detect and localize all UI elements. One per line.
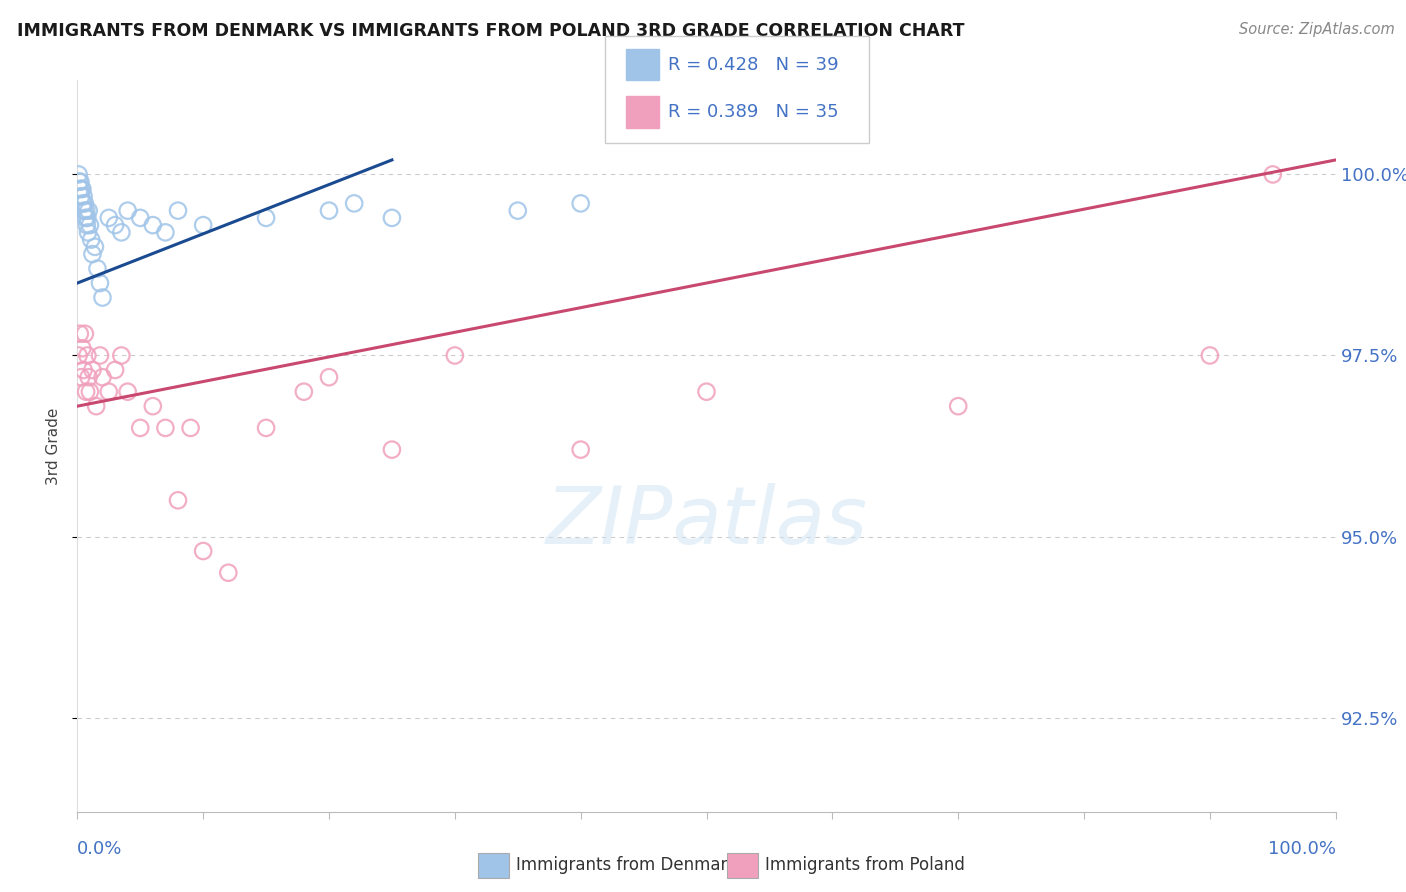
Point	[110, 225, 132, 239]
Point	[73, 326, 96, 341]
Point	[948, 399, 970, 413]
Point	[110, 349, 132, 363]
Text: Immigrants from Poland: Immigrants from Poland	[765, 856, 965, 874]
Point	[318, 203, 340, 218]
Point	[70, 189, 93, 203]
Point	[70, 182, 93, 196]
Point	[75, 211, 97, 225]
Point	[77, 370, 100, 384]
Y-axis label: 3rd Grade: 3rd Grade	[45, 408, 60, 484]
Point	[142, 218, 165, 232]
Point	[84, 399, 107, 413]
Point	[318, 370, 340, 384]
Text: R = 0.389   N = 35: R = 0.389 N = 35	[668, 103, 838, 121]
Point	[76, 349, 98, 363]
Point	[569, 442, 592, 457]
Point	[696, 384, 718, 399]
Point	[73, 203, 96, 218]
Point	[117, 384, 139, 399]
Point	[72, 189, 94, 203]
Point	[76, 218, 98, 232]
Point	[89, 349, 111, 363]
Point	[69, 326, 91, 341]
Point	[79, 218, 101, 232]
Point	[155, 225, 177, 239]
Text: R = 0.428   N = 39: R = 0.428 N = 39	[668, 56, 838, 74]
Point	[75, 384, 97, 399]
Point	[84, 240, 107, 254]
Point	[254, 211, 277, 225]
Text: Source: ZipAtlas.com: Source: ZipAtlas.com	[1239, 22, 1395, 37]
Point	[180, 421, 202, 435]
Point	[69, 175, 91, 189]
Point	[79, 384, 101, 399]
Point	[1261, 168, 1284, 182]
Point	[67, 168, 90, 182]
Point	[569, 196, 592, 211]
Point	[97, 211, 120, 225]
Point	[76, 211, 98, 225]
Point	[167, 203, 190, 218]
Point	[69, 182, 91, 196]
Point	[117, 203, 139, 218]
Point	[91, 291, 114, 305]
Point	[70, 370, 93, 384]
Point	[82, 363, 104, 377]
Point	[155, 421, 177, 435]
Point	[381, 211, 404, 225]
Point	[77, 203, 100, 218]
Point	[67, 175, 90, 189]
Point	[82, 247, 104, 261]
Point	[80, 233, 103, 247]
Point	[72, 341, 94, 355]
Point	[104, 218, 127, 232]
Text: 0.0%: 0.0%	[77, 840, 122, 858]
Point	[217, 566, 239, 580]
Point	[129, 211, 152, 225]
Point	[97, 384, 120, 399]
Text: ZIPatlas: ZIPatlas	[546, 483, 868, 561]
Point	[506, 203, 529, 218]
Point	[167, 493, 190, 508]
Point	[343, 196, 366, 211]
Point	[142, 399, 165, 413]
Point	[104, 363, 127, 377]
Point	[191, 218, 215, 232]
Point	[72, 363, 94, 377]
Text: IMMIGRANTS FROM DENMARK VS IMMIGRANTS FROM POLAND 3RD GRADE CORRELATION CHART: IMMIGRANTS FROM DENMARK VS IMMIGRANTS FR…	[17, 22, 965, 40]
Point	[75, 203, 97, 218]
Point	[72, 182, 94, 196]
Point	[254, 421, 277, 435]
Point	[67, 349, 90, 363]
Point	[191, 544, 215, 558]
Point	[89, 276, 111, 290]
Point	[72, 196, 94, 211]
Point	[73, 196, 96, 211]
Point	[86, 261, 108, 276]
Text: Immigrants from Denmark: Immigrants from Denmark	[516, 856, 737, 874]
Point	[444, 349, 467, 363]
Point	[292, 384, 315, 399]
Point	[1199, 349, 1222, 363]
Text: 100.0%: 100.0%	[1268, 840, 1336, 858]
Point	[381, 442, 404, 457]
Point	[91, 370, 114, 384]
Point	[77, 225, 100, 239]
Point	[129, 421, 152, 435]
